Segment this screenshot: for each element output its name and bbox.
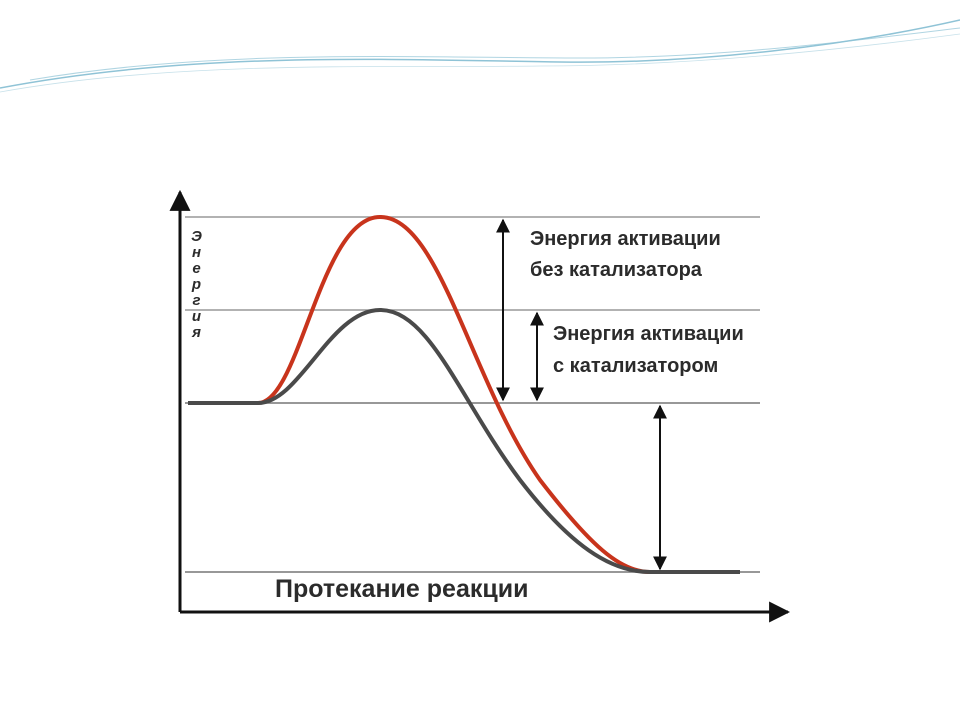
- x-axis-label: Протекание реакции: [275, 575, 528, 603]
- annotation: Энергия активации: [530, 228, 721, 250]
- annotation: Энергия активации: [553, 323, 744, 345]
- curve-catalyzed: [188, 307, 740, 574]
- curve-uncatalyzed: [188, 214, 740, 574]
- annotation: без катализатора: [530, 259, 703, 281]
- levels: [185, 216, 760, 573]
- annotation: с катализатором: [553, 355, 718, 377]
- y-axis-label: Энергия: [188, 228, 205, 340]
- arrows: [496, 218, 667, 571]
- decoration: [0, 19, 960, 93]
- axes: [169, 189, 791, 623]
